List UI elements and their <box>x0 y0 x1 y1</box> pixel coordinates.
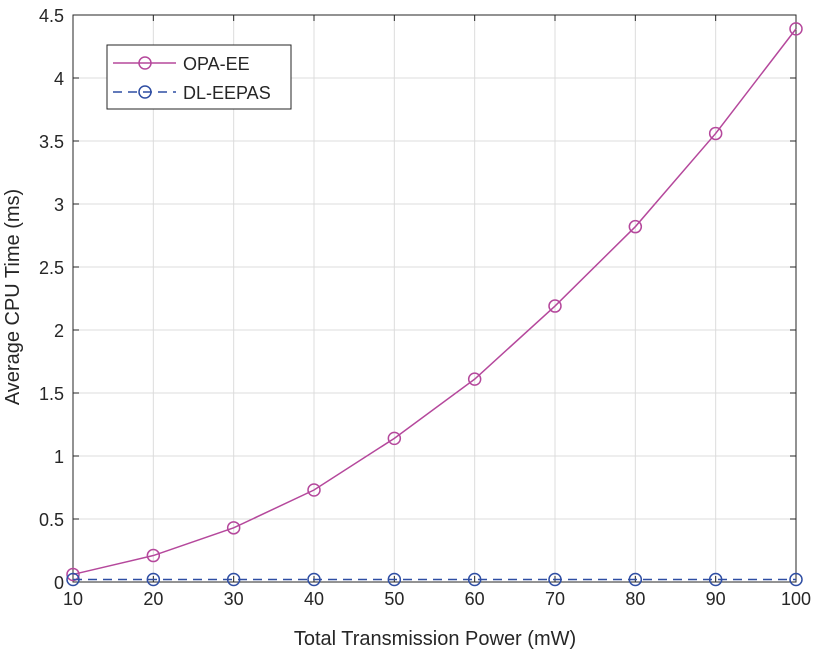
data-point-marker <box>628 572 643 587</box>
axes <box>72 14 797 583</box>
series-dl-eepas <box>66 572 803 587</box>
data-point-marker <box>548 572 562 587</box>
data-point-marker <box>708 572 723 587</box>
x-tick-label: 50 <box>384 589 404 609</box>
x-tick-label: 80 <box>625 589 645 609</box>
y-tick-label: 3 <box>54 195 64 215</box>
data-point-marker <box>789 22 803 36</box>
data-point-marker <box>708 126 723 141</box>
data-point-marker <box>387 431 402 446</box>
axes-frame <box>72 14 797 583</box>
data-point-marker <box>226 521 241 535</box>
legend-marker-dl-eepas <box>138 85 152 99</box>
data-point-marker <box>548 299 562 313</box>
y-tick-label: 2.5 <box>39 258 64 278</box>
y-tick-label: 4.5 <box>39 6 64 26</box>
data-point-marker <box>226 572 241 587</box>
series-line <box>72 28 797 576</box>
data-point-marker <box>467 372 482 386</box>
legend: OPA-EE DL-EEPAS <box>106 44 292 110</box>
x-tick-label: 90 <box>706 589 726 609</box>
y-tick-label: 3.5 <box>39 132 64 152</box>
x-tick-label: 70 <box>545 589 565 609</box>
x-tick-label: 40 <box>304 589 324 609</box>
data-point-marker <box>789 572 803 587</box>
legend-marker-opa-ee <box>138 56 152 70</box>
legend-label-opa-ee: OPA-EE <box>183 54 250 74</box>
x-tick-label: 60 <box>465 589 485 609</box>
data-point-marker <box>66 567 80 582</box>
data-point-marker <box>146 548 161 563</box>
series-opa-ee <box>66 22 803 582</box>
series-group <box>66 22 803 587</box>
x-axis-label: Total Transmission Power (mW) <box>294 628 576 650</box>
y-axis-label: Average CPU Time (ms) <box>2 189 24 405</box>
data-point-marker <box>146 572 161 587</box>
data-point-marker <box>387 572 402 587</box>
legend-label-dl-eepas: DL-EEPAS <box>183 83 271 103</box>
y-tick-label: 1 <box>54 447 64 467</box>
tick-labels: 10 20 30 40 50 60 70 80 90 100 0 0.5 1 1.5 2 2.5 3 3.5 4 4.… <box>39 6 811 609</box>
data-point-marker <box>467 572 482 587</box>
data-point-marker <box>628 219 643 234</box>
x-tick-label: 30 <box>224 589 244 609</box>
y-tick-label: 2 <box>54 321 64 341</box>
data-point-marker <box>307 483 321 497</box>
data-point-marker <box>66 572 80 587</box>
y-tick-label: 0.5 <box>39 510 64 530</box>
x-tick-label: 20 <box>143 589 163 609</box>
data-point-marker <box>307 572 321 587</box>
legend-box <box>106 44 292 110</box>
y-tick-label: 0 <box>54 573 64 593</box>
x-tick-label: 10 <box>63 589 83 609</box>
x-tick-label: 100 <box>781 589 811 609</box>
y-tick-label: 1.5 <box>39 384 64 404</box>
y-tick-label: 4 <box>54 69 64 89</box>
